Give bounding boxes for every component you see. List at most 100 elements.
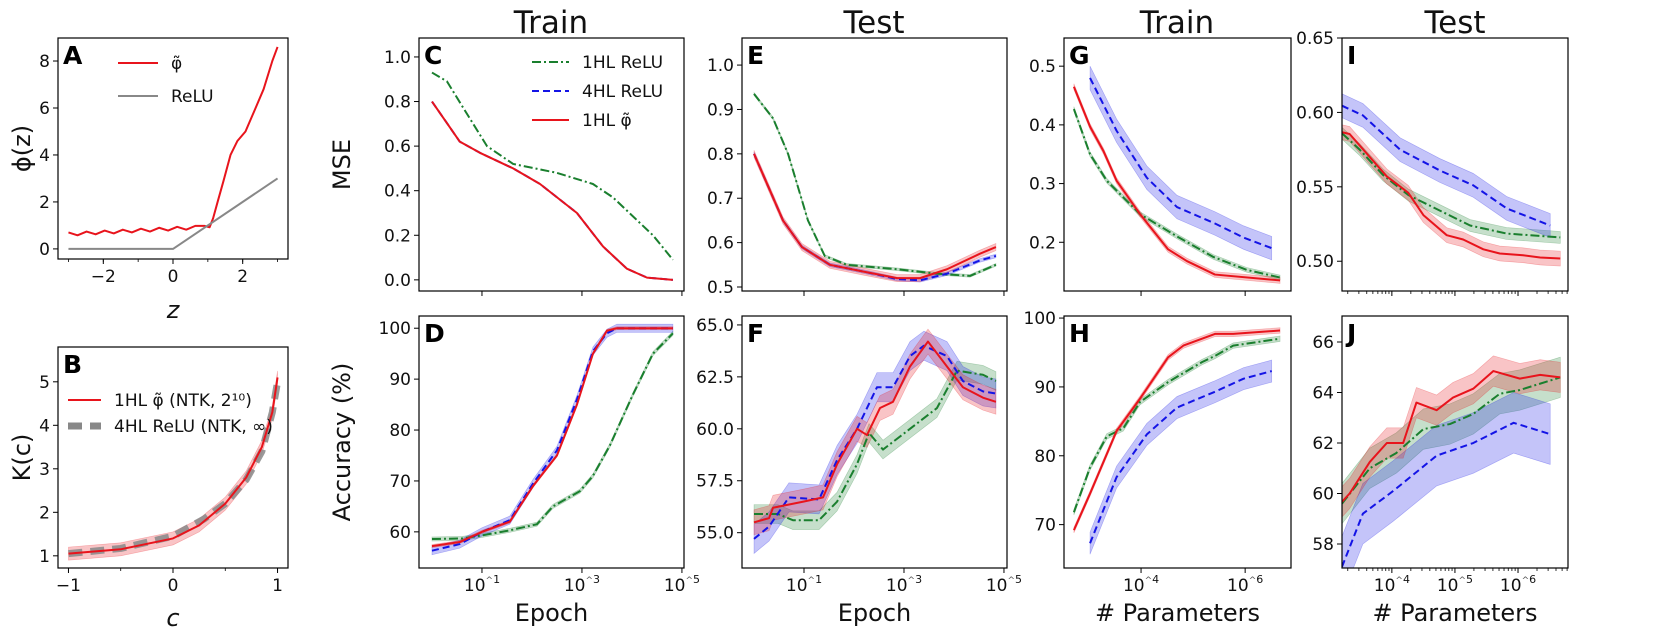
series-line [1342, 421, 1551, 568]
confidence-band [431, 326, 674, 548]
y-tick-label: 0.6 [384, 137, 411, 157]
series-line [431, 100, 673, 281]
axes-frame [741, 315, 1008, 569]
y-tick-label: 57.5 [696, 472, 734, 492]
tick-exponent: 3 [915, 573, 922, 586]
y-tick-label: 0.9 [707, 100, 734, 120]
y-tick-label: 58 [1312, 535, 1334, 555]
tick-exponent: 6 [1256, 573, 1263, 586]
plot-area [1072, 327, 1281, 555]
confidence-band [753, 360, 997, 530]
x-tick-label: 10^1 [786, 573, 822, 596]
series-line [1072, 108, 1281, 279]
series-line [1089, 77, 1273, 250]
y-tick-label: 100 [379, 319, 411, 339]
legend-label: 1HL φ̃ (NTK, 2¹⁰) [114, 391, 252, 411]
plot-area [1342, 93, 1561, 267]
legend: 1HL ReLU 4HL ReLU 1HL φ̃ [532, 53, 663, 131]
series-line [431, 332, 674, 540]
legend-label: 4HL ReLU [582, 82, 663, 102]
x-axis-label: z [166, 296, 181, 324]
tick-exponent: 5 [693, 573, 700, 586]
tick-base: 10 [1500, 576, 1522, 596]
confidence-band [753, 330, 997, 555]
confidence-band [431, 330, 674, 542]
y-tick-label: 0.5 [1029, 57, 1056, 77]
y-tick-label: 2 [39, 193, 50, 213]
tick-exponent: 1 [493, 573, 500, 586]
y-tick-label: 60.0 [696, 420, 734, 440]
tick-caret: ^ [908, 576, 916, 586]
series-line [1342, 131, 1561, 260]
confidence-band [1089, 359, 1273, 555]
y-tick-label: 0 [39, 240, 50, 260]
y-tick-label: 90 [1034, 378, 1056, 398]
column-title-test-epoch: Test [842, 5, 904, 41]
y-tick-label: 4 [39, 416, 50, 436]
y-tick-label: 0.50 [1296, 252, 1334, 272]
tick-exponent: 5 [1466, 573, 1473, 586]
tick-caret: ^ [1395, 576, 1403, 586]
x-tick-label: 10^4 [1123, 573, 1159, 596]
panel-letter: H [1069, 319, 1090, 348]
y-tick-label: 0.5 [707, 278, 734, 298]
series-line [1072, 329, 1281, 531]
panel-b: −1 0 1 1 2 3 4 5Bc K(c) 1HL φ̃ (NTK, 2¹⁰) 4HL ReLU… [8, 346, 289, 630]
plot-area [431, 323, 674, 556]
tick-base: 10 [1227, 576, 1249, 596]
panel-letter: F [747, 319, 764, 348]
x-tick-label: 1 [272, 576, 283, 596]
series-line [68, 377, 279, 555]
tick-base: 10 [786, 576, 808, 596]
x-tick-label: 0 [168, 576, 179, 596]
panel-i: 0.50 0.55 0.60 0.65 I [1296, 29, 1569, 296]
legend-label: ReLU [171, 87, 214, 107]
tick-base: 10 [1123, 576, 1145, 596]
y-tick-label: 0.4 [384, 182, 411, 202]
x-tick-label: 10^6 [1227, 573, 1263, 596]
confidence-band [1342, 356, 1561, 525]
confidence-band [1342, 126, 1561, 244]
panel-letter: J [1345, 319, 1356, 348]
x-tick-label: 10^3 [886, 573, 922, 596]
series-line [753, 153, 997, 280]
y-tick-label: 65.0 [696, 316, 734, 336]
panel-letter: G [1069, 41, 1090, 70]
y-tick-label: 60 [389, 523, 411, 543]
column-title-train-params: Train [1139, 5, 1214, 41]
tick-exponent: 3 [593, 573, 600, 586]
y-tick-label: 0.55 [1296, 178, 1334, 198]
confidence-band [753, 151, 997, 283]
tick-caret: ^ [1249, 576, 1257, 586]
y-tick-label: 100 [1024, 309, 1056, 329]
y-tick-label: 0.0 [384, 271, 411, 291]
y-tick-label: 55.0 [696, 524, 734, 544]
y-tick-label: 64 [1312, 384, 1334, 404]
series-line [753, 340, 997, 524]
tick-caret: ^ [1458, 576, 1466, 586]
legend: 1HL φ̃ (NTK, 2¹⁰) 4HL ReLU (NTK, ∞) [68, 391, 273, 437]
x-tick-label: 10^5 [986, 573, 1022, 596]
x-axis-label: c [166, 604, 179, 630]
tick-base: 10 [564, 576, 586, 596]
confidence-band [753, 91, 997, 278]
y-tick-label: 90 [389, 370, 411, 390]
y-tick-label: 0.8 [384, 93, 411, 113]
confidence-band [1073, 327, 1281, 534]
y-tick-label: 4 [39, 146, 50, 166]
y-tick-label: 3 [39, 460, 50, 480]
y-tick-label: 70 [1034, 516, 1056, 536]
series-line [431, 327, 673, 552]
tick-exponent: 4 [1152, 573, 1159, 586]
series-line [1072, 86, 1281, 282]
y-axis-label: ϕ(z) [8, 125, 36, 172]
confidence-band [1342, 124, 1561, 267]
axes-frame [418, 37, 685, 292]
x-axis-label: Epoch [515, 599, 589, 627]
y-tick-label: 8 [39, 52, 50, 72]
plot-area [431, 71, 674, 281]
